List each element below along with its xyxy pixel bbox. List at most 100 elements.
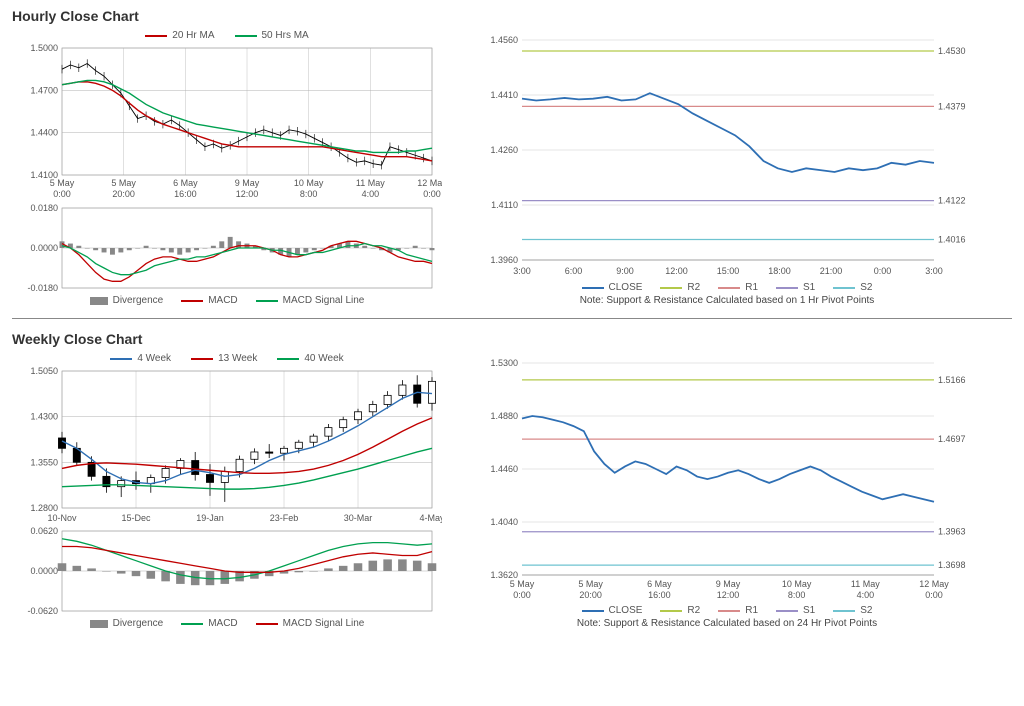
hourly-macd-legend: Divergence MACD MACD Signal Line [12, 295, 442, 306]
svg-text:0.0000: 0.0000 [30, 566, 58, 576]
svg-text:3:00: 3:00 [925, 266, 943, 276]
weekly-macd-chart: -0.0620 0.0000 0.0620 [12, 526, 442, 616]
svg-text:1.5050: 1.5050 [30, 366, 58, 376]
hourly-macd-chart: -0.0180 0.0000 0.0180 [12, 203, 442, 293]
legend-divergence-w: Divergence [113, 618, 164, 629]
weekly-price-legend: 4 Week 13 Week 40 Week [12, 353, 442, 364]
svg-text:1.3698: 1.3698 [938, 560, 966, 570]
svg-text:0:00: 0:00 [513, 590, 531, 600]
svg-text:0:00: 0:00 [925, 590, 943, 600]
svg-text:11 May: 11 May [851, 579, 880, 589]
legend-r2-w: R2 [687, 605, 700, 616]
svg-text:1.3550: 1.3550 [30, 457, 58, 467]
svg-text:1.4410: 1.4410 [490, 90, 518, 100]
svg-text:16:00: 16:00 [648, 590, 671, 600]
svg-text:9 May: 9 May [716, 579, 741, 589]
svg-text:12 May: 12 May [417, 178, 442, 188]
svg-text:3:00: 3:00 [513, 266, 531, 276]
legend-macd-w: MACD [208, 618, 237, 629]
svg-text:0.0000: 0.0000 [30, 243, 58, 253]
svg-text:1.4530: 1.4530 [938, 46, 966, 56]
svg-text:0:00: 0:00 [423, 189, 441, 199]
legend-close-w: CLOSE [609, 605, 643, 616]
svg-text:5 May: 5 May [510, 579, 535, 589]
svg-text:0:00: 0:00 [53, 189, 71, 199]
svg-text:4-May: 4-May [419, 513, 442, 523]
svg-text:1.4260: 1.4260 [490, 145, 518, 155]
svg-text:1.4700: 1.4700 [30, 85, 58, 95]
legend-13w: 13 Week [218, 353, 257, 364]
legend-r1: R1 [745, 282, 758, 293]
weekly-sr-chart: 1.36201.40401.44601.48801.53005 May0:005… [472, 353, 982, 603]
hourly-sr-note: Note: Support & Resistance Calculated ba… [472, 295, 982, 306]
svg-text:8:00: 8:00 [300, 189, 318, 199]
svg-text:1.4697: 1.4697 [938, 434, 966, 444]
svg-text:20:00: 20:00 [112, 189, 135, 199]
legend-close: CLOSE [609, 282, 643, 293]
svg-text:-0.0620: -0.0620 [27, 606, 58, 616]
hourly-row: 20 Hr MA 50 Hrs MA 1.41001.44001.47001.5… [12, 30, 1012, 306]
svg-text:19-Jan: 19-Jan [196, 513, 224, 523]
svg-text:9 May: 9 May [235, 178, 260, 188]
svg-text:1.4379: 1.4379 [938, 101, 966, 111]
weekly-row: 4 Week 13 Week 40 Week 1.28001.35501.430… [12, 353, 1012, 629]
svg-text:1.5166: 1.5166 [938, 375, 966, 385]
weekly-price-chart: 1.28001.35501.43001.505010-Nov15-Dec19-J… [12, 366, 442, 526]
legend-r2: R2 [687, 282, 700, 293]
legend-40w: 40 Week [304, 353, 343, 364]
svg-text:10 May: 10 May [294, 178, 324, 188]
legend-50hr: 50 Hrs MA [262, 30, 309, 41]
svg-text:1.4560: 1.4560 [490, 35, 518, 45]
svg-text:16:00: 16:00 [174, 189, 197, 199]
legend-s2: S2 [860, 282, 872, 293]
svg-text:6 May: 6 May [173, 178, 198, 188]
weekly-macd-legend: Divergence MACD MACD Signal Line [12, 618, 442, 629]
svg-text:9:00: 9:00 [616, 266, 634, 276]
svg-text:12:00: 12:00 [665, 266, 688, 276]
svg-text:0.0180: 0.0180 [30, 203, 58, 213]
svg-text:1.3960: 1.3960 [490, 255, 518, 265]
weekly-section: Weekly Close Chart 4 Week 13 Week 40 Wee… [0, 323, 1024, 637]
svg-text:21:00: 21:00 [820, 266, 843, 276]
svg-text:1.5000: 1.5000 [30, 43, 58, 53]
svg-text:5 May: 5 May [578, 579, 603, 589]
svg-text:30-Mar: 30-Mar [344, 513, 373, 523]
legend-s1-w: S1 [803, 605, 815, 616]
svg-text:1.2800: 1.2800 [30, 503, 58, 513]
hourly-left-col: 20 Hr MA 50 Hrs MA 1.41001.44001.47001.5… [12, 30, 442, 306]
legend-signal: MACD Signal Line [283, 295, 365, 306]
svg-text:10 May: 10 May [782, 579, 812, 589]
svg-text:11 May: 11 May [356, 178, 385, 188]
legend-s1: S1 [803, 282, 815, 293]
svg-text:1.4110: 1.4110 [491, 200, 518, 210]
svg-text:12 May: 12 May [919, 579, 949, 589]
svg-text:1.4016: 1.4016 [938, 234, 966, 244]
svg-text:1.4880: 1.4880 [490, 411, 518, 421]
hourly-right-col: 1.3960 1.4110 1.4260 1.4410 1.4560 3:00 6:00 9:… [472, 30, 982, 306]
svg-text:4:00: 4:00 [362, 189, 380, 199]
svg-text:23-Feb: 23-Feb [270, 513, 299, 523]
svg-text:6:00: 6:00 [565, 266, 583, 276]
weekly-sr-note: Note: Support & Resistance Calculated ba… [472, 618, 982, 629]
svg-text:5 May: 5 May [50, 178, 75, 188]
svg-text:0:00: 0:00 [874, 266, 892, 276]
legend-20hr: 20 Hr MA [172, 30, 214, 41]
svg-text:5 May: 5 May [111, 178, 136, 188]
legend-divergence: Divergence [113, 295, 164, 306]
weekly-left-col: 4 Week 13 Week 40 Week 1.28001.35501.430… [12, 353, 442, 629]
legend-signal-w: MACD Signal Line [283, 618, 365, 629]
hourly-sr-legend: CLOSE R2 R1 S1 S2 [472, 282, 982, 293]
legend-s2-w: S2 [860, 605, 872, 616]
section-divider [12, 318, 1012, 319]
svg-text:18:00: 18:00 [768, 266, 791, 276]
svg-text:1.5300: 1.5300 [490, 358, 518, 368]
hourly-sr-chart: 1.3960 1.4110 1.4260 1.4410 1.4560 3:00 6:00 9:… [472, 30, 982, 280]
svg-text:-0.0180: -0.0180 [27, 283, 58, 293]
svg-text:1.4040: 1.4040 [490, 517, 518, 527]
svg-text:12:00: 12:00 [717, 590, 740, 600]
weekly-right-col: 1.36201.40401.44601.48801.53005 May0:005… [472, 353, 982, 629]
svg-text:0.0620: 0.0620 [30, 526, 58, 536]
svg-text:15:00: 15:00 [717, 266, 740, 276]
svg-text:1.4400: 1.4400 [30, 128, 58, 138]
svg-text:20:00: 20:00 [579, 590, 602, 600]
